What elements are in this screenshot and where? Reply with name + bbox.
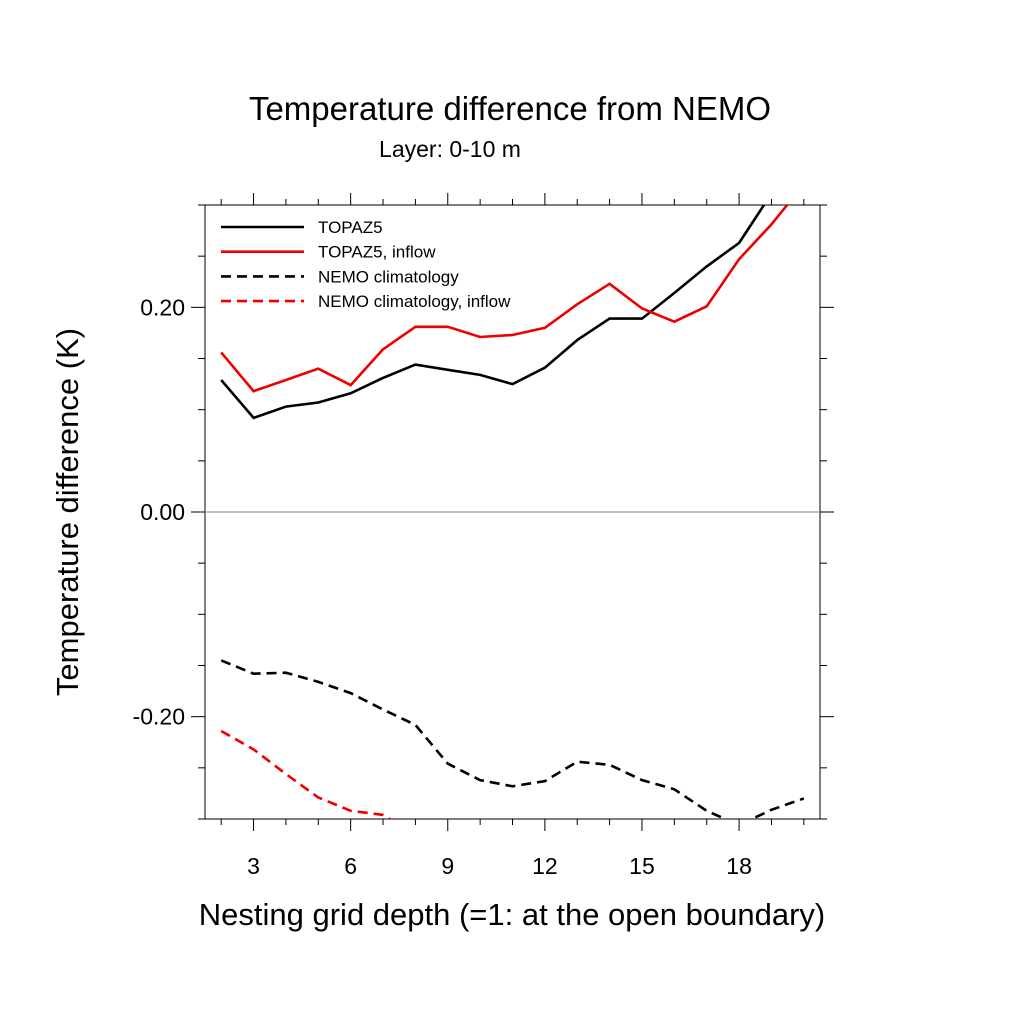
y-tick-label: 0.00 (140, 499, 185, 525)
y-tick-label: -0.20 (133, 704, 185, 730)
chart-title: Temperature difference from NEMO (248, 90, 772, 127)
series-line-2 (220, 205, 789, 393)
x-tick-label: 3 (247, 853, 260, 879)
x-axis-label: Nesting grid depth (=1: at the open boun… (199, 897, 825, 932)
legend-label: NEMO climatology (318, 267, 459, 286)
series-line-1 (220, 205, 766, 420)
x-tick-label: 6 (344, 853, 357, 879)
y-tick-label: 0.20 (140, 294, 185, 320)
y-axis-label: Temperature difference (K) (50, 328, 85, 696)
series-line-3 (220, 659, 805, 819)
chart-subtitle: Layer: 0-10 m (379, 136, 521, 162)
legend-label: TOPAZ5 (318, 218, 383, 237)
series-line-4 (220, 729, 393, 819)
legend-label: TOPAZ5, inflow (318, 243, 436, 262)
legend: TOPAZ5 TOPAZ5, inflow NEMO climatology NEMO… (221, 218, 511, 311)
legend-label: NEMO climatology, inflow (318, 292, 511, 311)
x-tick-label: 9 (441, 853, 454, 879)
x-tick-label: 15 (629, 853, 655, 879)
x-tick-label: 18 (726, 853, 752, 879)
x-tick-label: 12 (532, 853, 558, 879)
